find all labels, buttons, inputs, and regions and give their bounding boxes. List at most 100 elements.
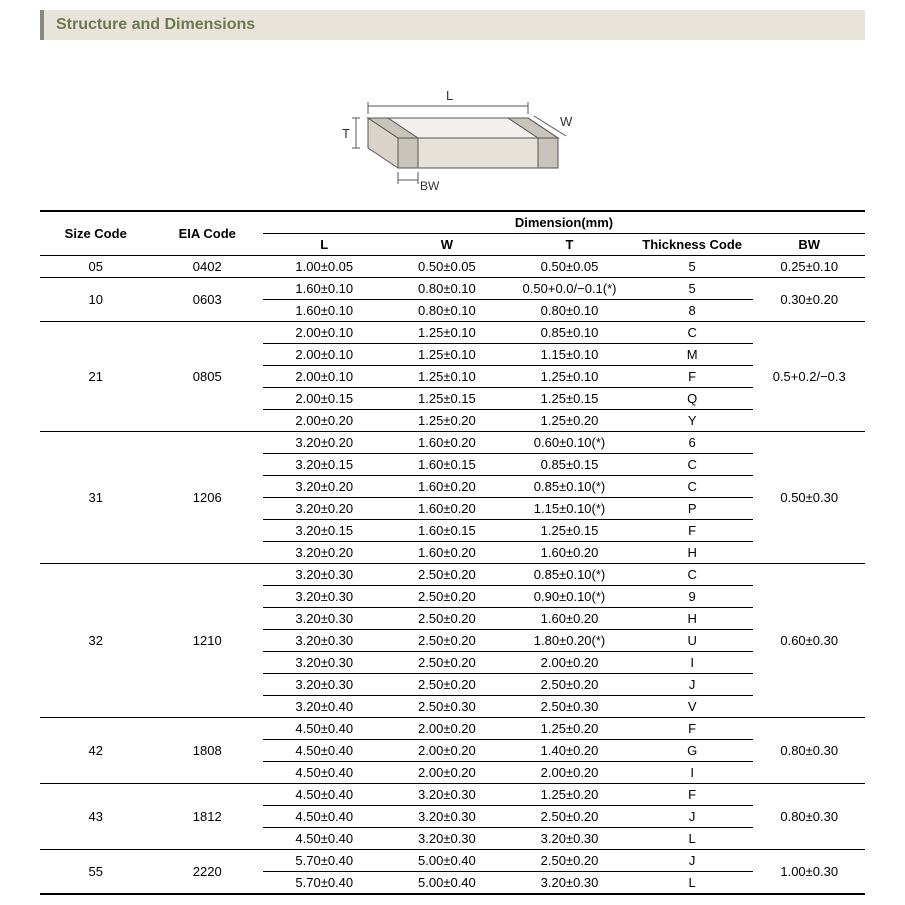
cell-l: 1.00±0.05 bbox=[263, 256, 386, 278]
cell-l: 4.50±0.40 bbox=[263, 718, 386, 740]
cell-tc: U bbox=[631, 630, 754, 652]
cell-w: 2.00±0.20 bbox=[386, 762, 509, 784]
cell-t: 0.50+0.0/−0.1(*) bbox=[508, 278, 631, 300]
cell-tc: 5 bbox=[631, 278, 754, 300]
cell-eia-code: 0805 bbox=[151, 322, 262, 432]
th-size: Size Code bbox=[40, 211, 151, 256]
cell-t: 0.90±0.10(*) bbox=[508, 586, 631, 608]
cell-t: 2.50±0.20 bbox=[508, 850, 631, 872]
cell-w: 1.60±0.15 bbox=[386, 520, 509, 542]
cell-eia-code: 1808 bbox=[151, 718, 262, 784]
cell-w: 5.00±0.40 bbox=[386, 872, 509, 895]
cell-tc: G bbox=[631, 740, 754, 762]
cell-l: 3.20±0.30 bbox=[263, 608, 386, 630]
cell-t: 3.20±0.30 bbox=[508, 828, 631, 850]
cell-w: 2.50±0.20 bbox=[386, 564, 509, 586]
cell-eia-code: 1210 bbox=[151, 564, 262, 718]
cell-l: 3.20±0.20 bbox=[263, 498, 386, 520]
cell-eia-code: 0603 bbox=[151, 278, 262, 322]
cell-w: 1.60±0.20 bbox=[386, 542, 509, 564]
cell-eia-code: 1206 bbox=[151, 432, 262, 564]
cell-bw: 0.80±0.30 bbox=[753, 784, 865, 850]
cell-t: 0.85±0.15 bbox=[508, 454, 631, 476]
cell-tc: 9 bbox=[631, 586, 754, 608]
cell-tc: C bbox=[631, 476, 754, 498]
cell-w: 2.50±0.20 bbox=[386, 652, 509, 674]
cell-w: 1.25±0.10 bbox=[386, 344, 509, 366]
cell-w: 2.00±0.20 bbox=[386, 718, 509, 740]
diagram-label-W: W bbox=[560, 114, 573, 129]
cell-t: 1.25±0.20 bbox=[508, 718, 631, 740]
table-row: 3212103.20±0.302.50±0.200.85±0.10(*)C0.6… bbox=[40, 564, 865, 586]
cell-l: 3.20±0.20 bbox=[263, 476, 386, 498]
cell-tc: 6 bbox=[631, 432, 754, 454]
diagram-label-L: L bbox=[446, 88, 453, 103]
cell-w: 0.80±0.10 bbox=[386, 300, 509, 322]
cell-l: 4.50±0.40 bbox=[263, 806, 386, 828]
cell-tc: F bbox=[631, 520, 754, 542]
cell-bw: 0.5+0.2/−0.3 bbox=[753, 322, 865, 432]
cell-t: 2.50±0.20 bbox=[508, 674, 631, 696]
cell-w: 2.50±0.20 bbox=[386, 674, 509, 696]
cell-t: 1.25±0.15 bbox=[508, 520, 631, 542]
cell-l: 3.20±0.20 bbox=[263, 432, 386, 454]
cell-tc: F bbox=[631, 366, 754, 388]
cell-w: 1.60±0.20 bbox=[386, 432, 509, 454]
cell-bw: 0.60±0.30 bbox=[753, 564, 865, 718]
cell-w: 2.50±0.20 bbox=[386, 630, 509, 652]
cell-w: 1.60±0.15 bbox=[386, 454, 509, 476]
cell-w: 5.00±0.40 bbox=[386, 850, 509, 872]
cell-l: 2.00±0.10 bbox=[263, 344, 386, 366]
cell-t: 0.50±0.05 bbox=[508, 256, 631, 278]
cell-size-code: 21 bbox=[40, 322, 151, 432]
cell-bw: 0.25±0.10 bbox=[753, 256, 865, 278]
cell-l: 1.60±0.10 bbox=[263, 278, 386, 300]
table-row: 4318124.50±0.403.20±0.301.25±0.20F0.80±0… bbox=[40, 784, 865, 806]
cell-tc: J bbox=[631, 850, 754, 872]
cell-w: 3.20±0.30 bbox=[386, 828, 509, 850]
cell-tc: J bbox=[631, 674, 754, 696]
cell-size-code: 31 bbox=[40, 432, 151, 564]
cell-w: 2.50±0.30 bbox=[386, 696, 509, 718]
cell-l: 2.00±0.15 bbox=[263, 388, 386, 410]
cell-l: 5.70±0.40 bbox=[263, 850, 386, 872]
cell-t: 1.25±0.15 bbox=[508, 388, 631, 410]
cell-t: 1.25±0.20 bbox=[508, 410, 631, 432]
cell-t: 2.00±0.20 bbox=[508, 762, 631, 784]
cell-w: 3.20±0.30 bbox=[386, 806, 509, 828]
cell-w: 3.20±0.30 bbox=[386, 784, 509, 806]
cell-l: 1.60±0.10 bbox=[263, 300, 386, 322]
cell-t: 1.25±0.10 bbox=[508, 366, 631, 388]
table-row: 1006031.60±0.100.80±0.100.50+0.0/−0.1(*)… bbox=[40, 278, 865, 300]
cell-t: 2.50±0.20 bbox=[508, 806, 631, 828]
cell-tc: C bbox=[631, 454, 754, 476]
cell-t: 1.40±0.20 bbox=[508, 740, 631, 762]
cell-bw: 0.50±0.30 bbox=[753, 432, 865, 564]
cell-t: 2.00±0.20 bbox=[508, 652, 631, 674]
cell-w: 1.60±0.20 bbox=[386, 498, 509, 520]
cell-w: 2.50±0.20 bbox=[386, 586, 509, 608]
th-w: W bbox=[386, 234, 509, 256]
cell-size-code: 05 bbox=[40, 256, 151, 278]
cell-size-code: 43 bbox=[40, 784, 151, 850]
cell-l: 3.20±0.30 bbox=[263, 564, 386, 586]
cell-l: 4.50±0.40 bbox=[263, 828, 386, 850]
cell-eia-code: 2220 bbox=[151, 850, 262, 895]
cell-size-code: 55 bbox=[40, 850, 151, 895]
cell-t: 1.60±0.20 bbox=[508, 608, 631, 630]
cell-tc: P bbox=[631, 498, 754, 520]
cell-l: 3.20±0.30 bbox=[263, 652, 386, 674]
cell-w: 1.25±0.10 bbox=[386, 322, 509, 344]
component-diagram: L W T BW bbox=[0, 48, 905, 198]
cell-eia-code: 0402 bbox=[151, 256, 262, 278]
cell-t: 1.15±0.10 bbox=[508, 344, 631, 366]
cell-w: 1.60±0.20 bbox=[386, 476, 509, 498]
cell-bw: 0.80±0.30 bbox=[753, 718, 865, 784]
cell-tc: H bbox=[631, 542, 754, 564]
cell-tc: V bbox=[631, 696, 754, 718]
cell-l: 4.50±0.40 bbox=[263, 784, 386, 806]
th-t: T bbox=[508, 234, 631, 256]
cell-w: 2.00±0.20 bbox=[386, 740, 509, 762]
cell-size-code: 42 bbox=[40, 718, 151, 784]
cell-t: 0.85±0.10(*) bbox=[508, 564, 631, 586]
